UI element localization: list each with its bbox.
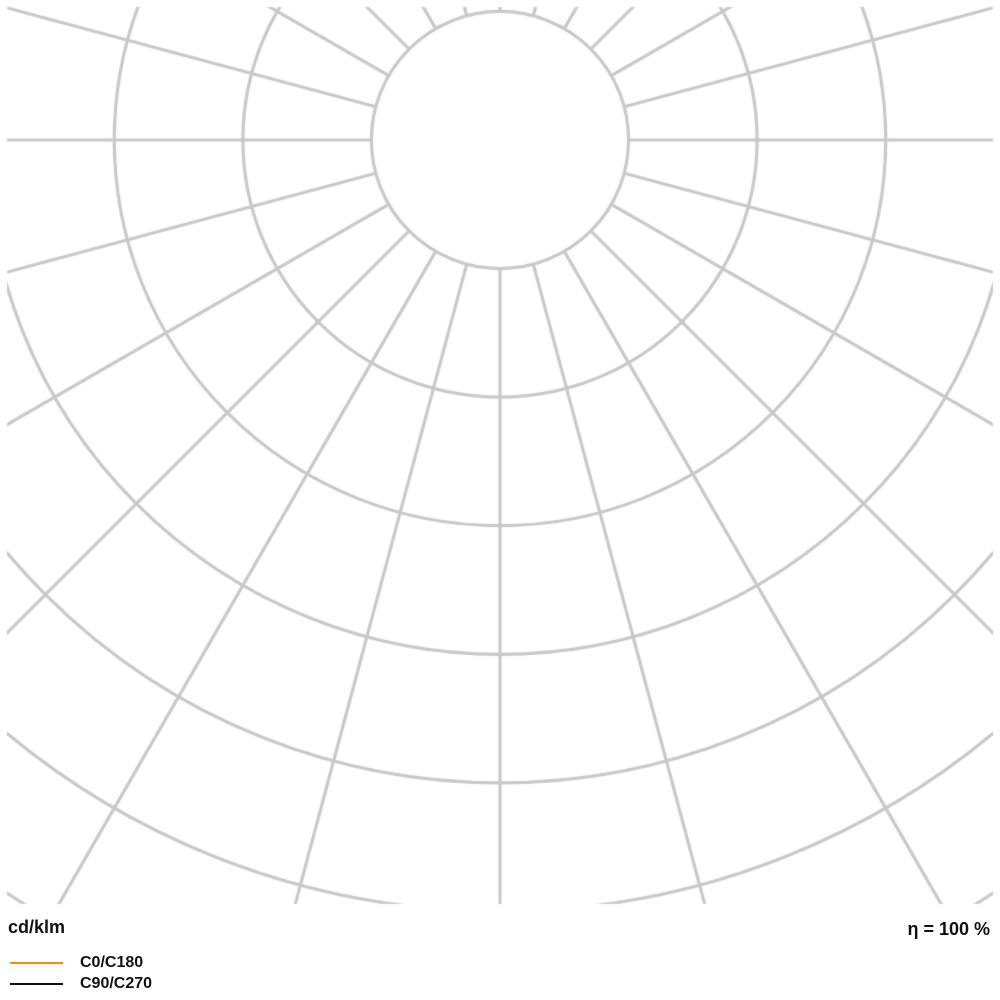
legend-swatch-c90-c270	[10, 982, 63, 985]
legend-item-c90-c270: C90/C270	[10, 973, 152, 994]
legend-label-c0-c180: C0/C180	[80, 953, 144, 971]
legend: C0/C180 C90/C270	[10, 952, 152, 994]
units-label: cd/klm	[8, 917, 66, 937]
legend-label-c90-c270: C90/C270	[80, 974, 153, 992]
efficiency-label: η = 100 %	[907, 919, 990, 939]
legend-item-c0-c180: C0/C180	[10, 952, 152, 973]
legend-swatch-c0-c180	[10, 961, 63, 964]
